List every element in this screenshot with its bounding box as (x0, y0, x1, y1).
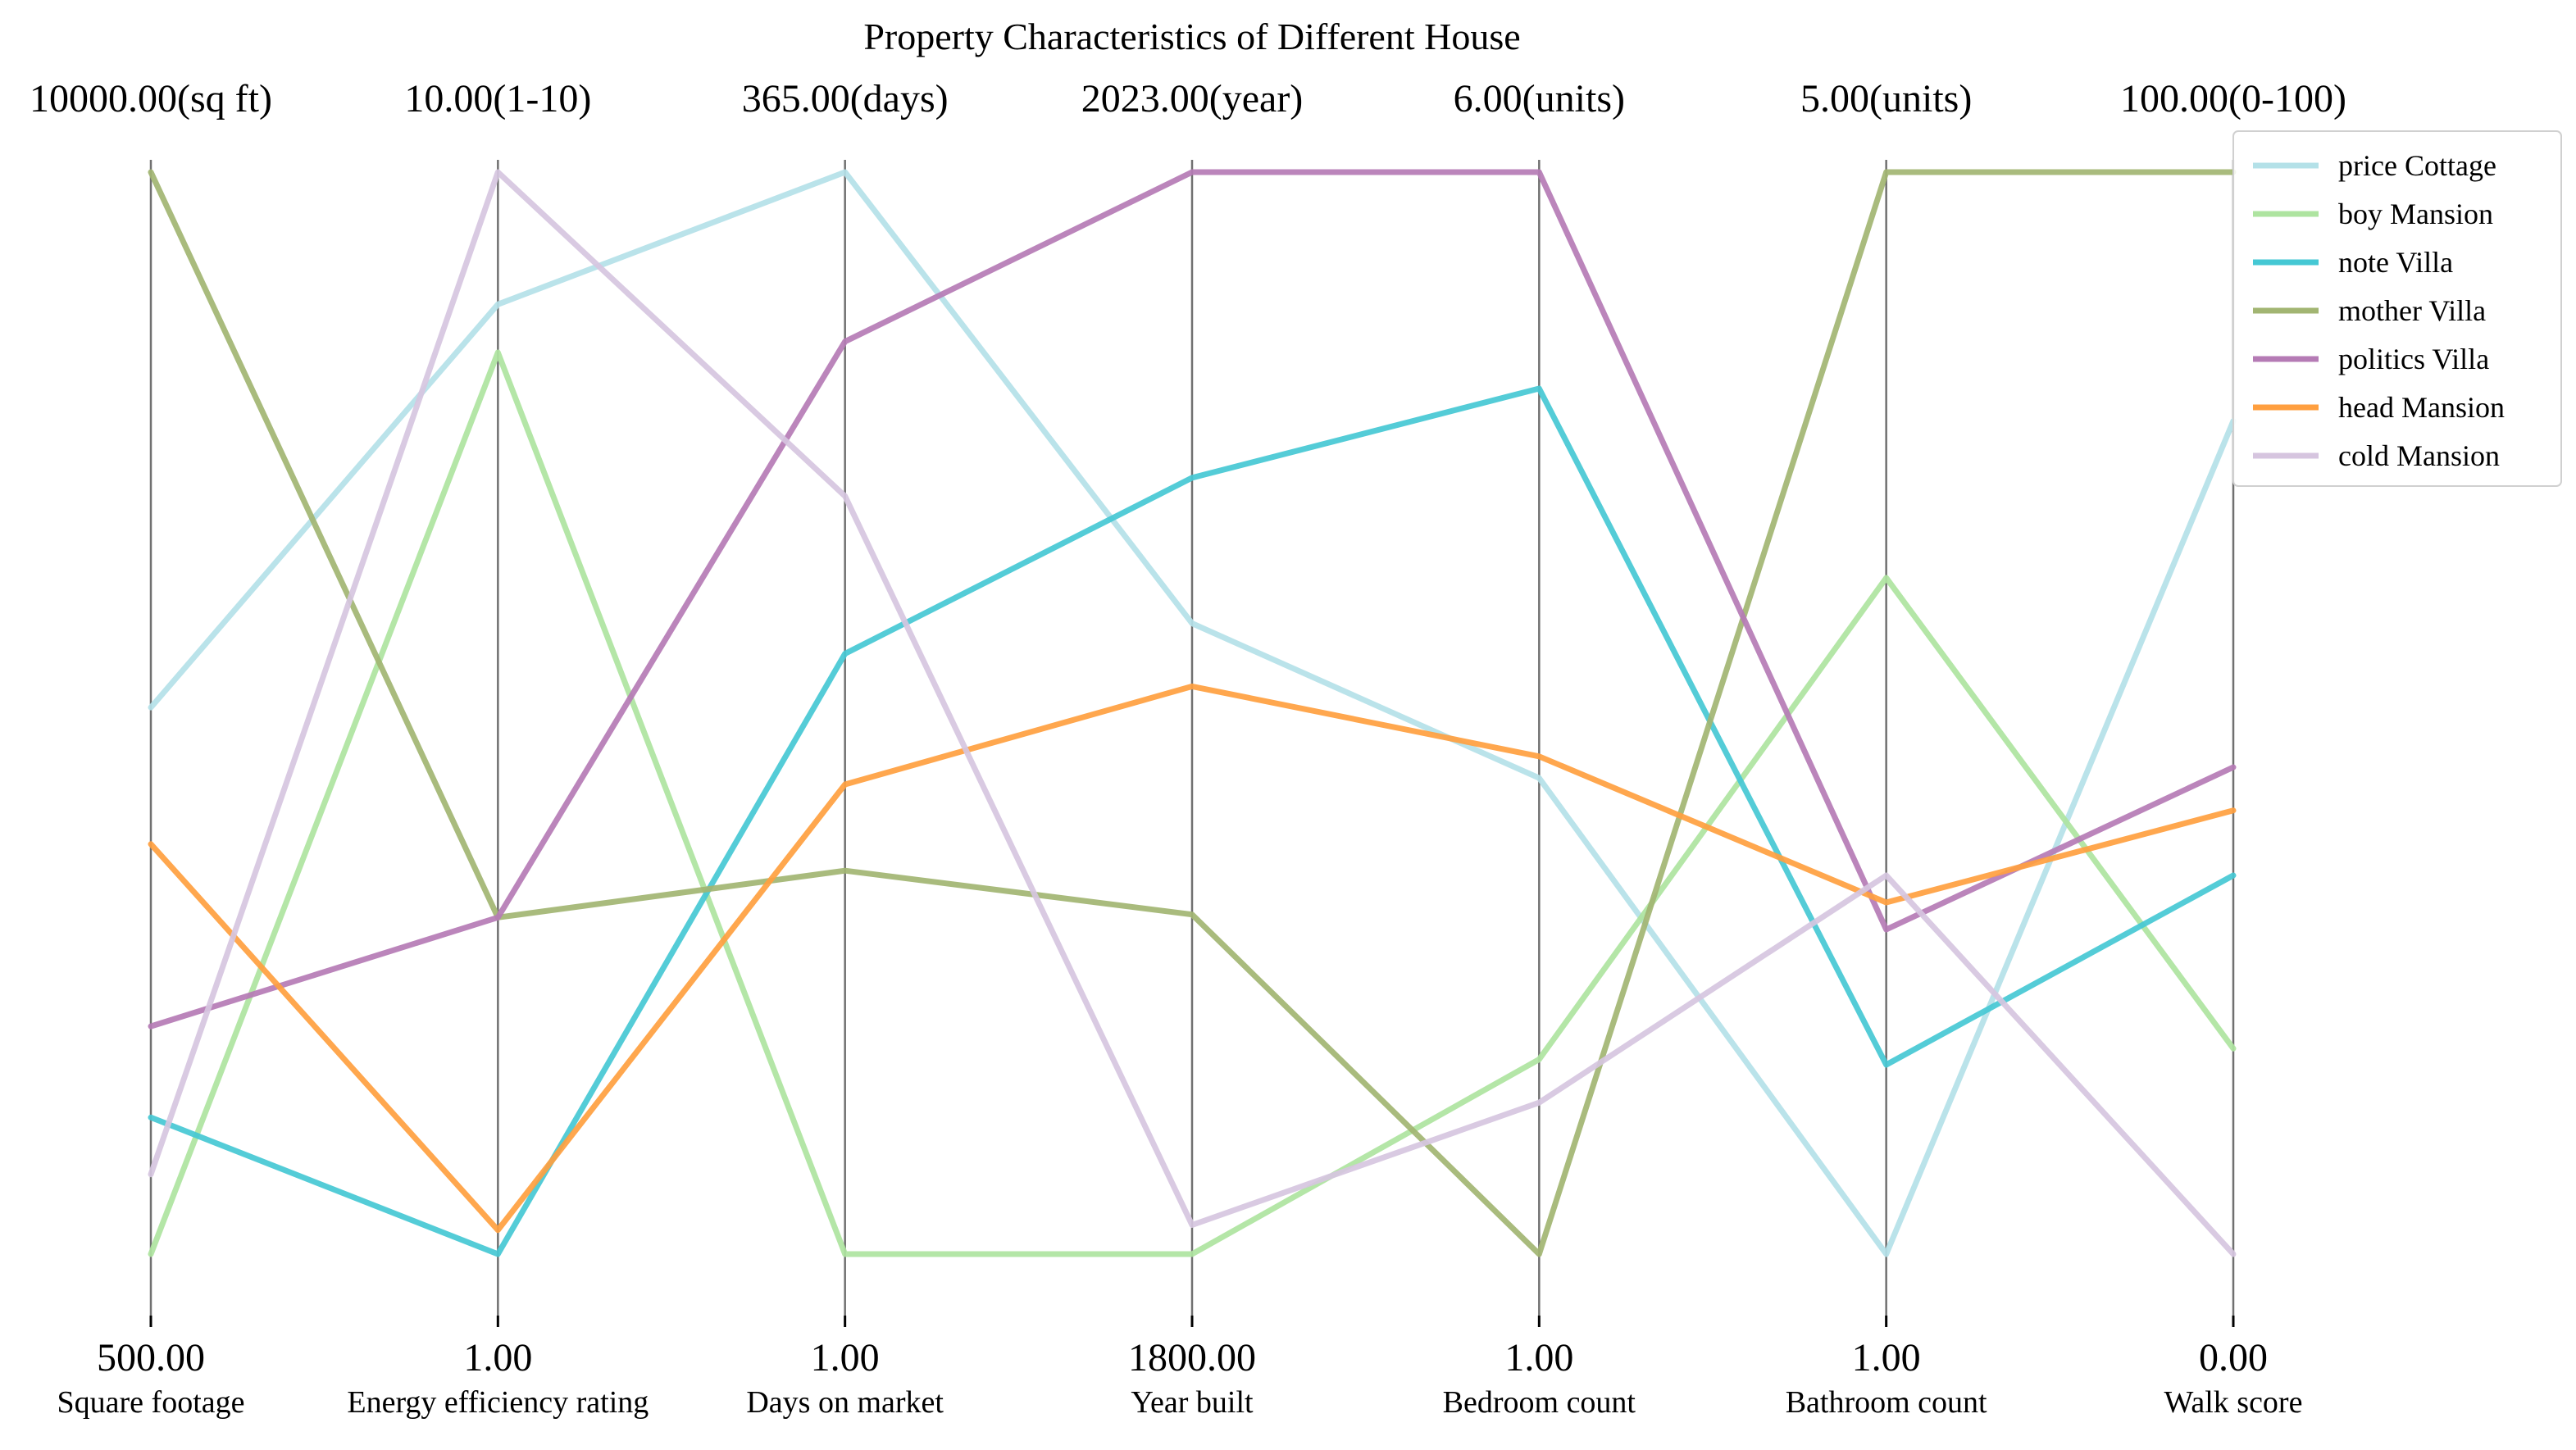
legend-label: head Mansion (2338, 391, 2505, 424)
axis-min-label: 0.00 (2199, 1336, 2268, 1380)
axis-min-label: 1.00 (463, 1336, 532, 1380)
legend-label: price Cottage (2338, 149, 2496, 182)
axis-name-label: Energy efficiency rating (347, 1385, 649, 1420)
axis-name-label: Square footage (57, 1385, 245, 1420)
legend-label: cold Mansion (2338, 439, 2500, 472)
axis-name-label: Walk score (2164, 1385, 2303, 1420)
axis-max-label: 100.00(0-100) (2120, 77, 2346, 120)
legend-label: note Villa (2338, 246, 2453, 279)
axis-labels-layer: 10000.00(sq ft) 500.00 Square footage 10.00… (30, 77, 2346, 1420)
legend: price Cottage boy Mansion note Villa mother… (2232, 130, 2562, 487)
legend-label: boy Mansion (2338, 198, 2493, 230)
series-lines-layer (148, 169, 2237, 1257)
axis-min-label: 1.00 (811, 1336, 880, 1380)
axis-max-label: 6.00(units) (1454, 77, 1625, 120)
axis-min-label: 1800.00 (1128, 1336, 1256, 1380)
axis-max-label: 2023.00(year) (1081, 77, 1304, 120)
series-line-price-cottage (148, 169, 2237, 1257)
axis-name-label: Days on market (746, 1385, 944, 1420)
axis-min-label: 1.00 (1504, 1336, 1573, 1380)
series-line-head-mansion (148, 683, 2237, 1234)
axis-min-label: 500.00 (97, 1336, 205, 1380)
series-line-boy-mansion (148, 349, 2237, 1257)
axes-layer (149, 160, 2235, 1327)
axis-name-label: Year built (1131, 1385, 1254, 1420)
chart-title: Property Characteristics of Different Ho… (863, 16, 1520, 57)
legend-box (2232, 130, 2562, 487)
axis-max-label: 5.00(units) (1800, 77, 1972, 120)
series-line-politics-villa (148, 169, 2237, 1030)
axis-min-label: 1.00 (1852, 1336, 1921, 1380)
legend-label: politics Villa (2338, 343, 2489, 375)
axis-name-label: Bedroom count (1443, 1385, 1636, 1420)
series-line-cold-mansion (148, 169, 2237, 1257)
axis-name-label: Bathroom count (1786, 1385, 1987, 1420)
legend-label: mother Villa (2338, 294, 2486, 327)
series-line-note-villa (148, 385, 2237, 1257)
axis-max-label: 10000.00(sq ft) (30, 77, 272, 120)
axis-max-label: 10.00(1-10) (404, 77, 591, 120)
axis-max-label: 365.00(days) (742, 77, 949, 120)
